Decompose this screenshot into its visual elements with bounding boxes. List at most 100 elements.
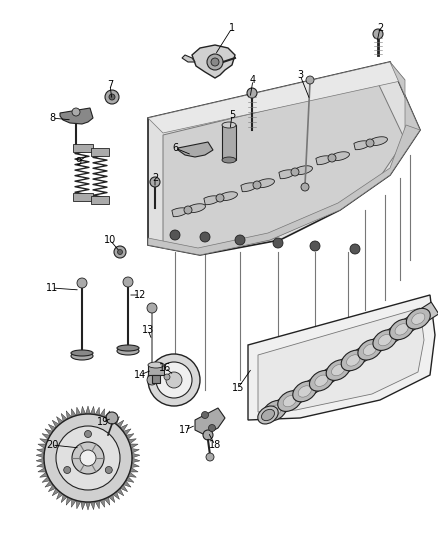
Polygon shape — [66, 411, 72, 419]
Ellipse shape — [261, 409, 275, 421]
Text: 15: 15 — [232, 383, 244, 393]
Polygon shape — [104, 497, 110, 505]
Ellipse shape — [412, 313, 425, 325]
Polygon shape — [95, 407, 100, 416]
Ellipse shape — [341, 350, 365, 371]
Polygon shape — [61, 495, 67, 503]
Circle shape — [148, 354, 200, 406]
Circle shape — [170, 230, 180, 240]
Text: 16: 16 — [159, 363, 171, 373]
Polygon shape — [81, 406, 85, 415]
Polygon shape — [258, 179, 275, 188]
Polygon shape — [241, 183, 257, 192]
Polygon shape — [117, 488, 124, 496]
Polygon shape — [95, 500, 100, 509]
Ellipse shape — [278, 391, 302, 411]
Circle shape — [216, 194, 224, 202]
Polygon shape — [371, 137, 388, 146]
Polygon shape — [258, 308, 424, 412]
Polygon shape — [48, 484, 56, 491]
Circle shape — [106, 412, 118, 424]
Circle shape — [328, 154, 336, 162]
Polygon shape — [76, 500, 81, 509]
Circle shape — [373, 29, 383, 39]
Ellipse shape — [363, 344, 376, 356]
Circle shape — [200, 232, 210, 242]
Circle shape — [206, 453, 214, 461]
Polygon shape — [104, 411, 110, 419]
Circle shape — [306, 76, 314, 84]
Polygon shape — [117, 420, 124, 428]
Text: 11: 11 — [46, 283, 58, 293]
Polygon shape — [38, 444, 46, 449]
Bar — [148, 365, 164, 375]
Polygon shape — [204, 196, 220, 205]
Text: 6: 6 — [172, 143, 178, 153]
Polygon shape — [264, 302, 438, 421]
Polygon shape — [390, 62, 420, 140]
Polygon shape — [85, 502, 90, 510]
Text: 10: 10 — [104, 235, 116, 245]
Polygon shape — [71, 409, 76, 417]
Polygon shape — [60, 108, 93, 124]
Text: 14: 14 — [134, 370, 146, 380]
Text: 17: 17 — [179, 425, 191, 435]
Polygon shape — [113, 491, 120, 499]
Polygon shape — [42, 477, 50, 482]
Ellipse shape — [332, 365, 345, 376]
Ellipse shape — [283, 395, 296, 407]
Text: 2: 2 — [152, 173, 158, 183]
Ellipse shape — [395, 324, 408, 335]
Circle shape — [203, 430, 213, 440]
Ellipse shape — [268, 405, 281, 416]
Circle shape — [64, 466, 71, 473]
Circle shape — [208, 424, 215, 432]
Ellipse shape — [310, 370, 333, 391]
Polygon shape — [100, 409, 105, 417]
Polygon shape — [109, 414, 115, 422]
Polygon shape — [189, 204, 205, 213]
Text: 1: 1 — [229, 23, 235, 33]
Circle shape — [150, 177, 160, 187]
Circle shape — [80, 450, 96, 466]
Polygon shape — [109, 495, 115, 503]
Circle shape — [207, 54, 223, 70]
Circle shape — [247, 88, 257, 98]
Polygon shape — [131, 449, 139, 453]
Circle shape — [114, 246, 126, 258]
Polygon shape — [192, 45, 235, 78]
Polygon shape — [52, 488, 60, 496]
Circle shape — [117, 249, 123, 254]
Ellipse shape — [222, 122, 236, 128]
Ellipse shape — [315, 375, 328, 386]
Polygon shape — [120, 484, 127, 491]
Polygon shape — [297, 166, 312, 175]
Polygon shape — [36, 453, 44, 458]
Text: 18: 18 — [209, 440, 221, 450]
Circle shape — [147, 303, 157, 313]
Circle shape — [164, 374, 170, 380]
Polygon shape — [81, 502, 85, 510]
Polygon shape — [163, 83, 405, 252]
Text: 4: 4 — [250, 75, 256, 85]
Text: 5: 5 — [229, 110, 235, 120]
Polygon shape — [37, 449, 45, 453]
Polygon shape — [66, 497, 72, 505]
Polygon shape — [42, 434, 50, 440]
Text: 2: 2 — [377, 23, 383, 33]
Bar — [91, 148, 109, 156]
Ellipse shape — [298, 386, 311, 397]
Polygon shape — [37, 463, 45, 467]
Ellipse shape — [71, 350, 93, 356]
Polygon shape — [40, 472, 48, 477]
Circle shape — [72, 108, 80, 116]
Polygon shape — [354, 141, 370, 150]
Circle shape — [56, 426, 120, 490]
Ellipse shape — [222, 157, 236, 163]
Polygon shape — [130, 467, 138, 472]
Polygon shape — [71, 499, 76, 507]
Ellipse shape — [390, 319, 413, 340]
Polygon shape — [333, 152, 350, 160]
Text: 20: 20 — [46, 440, 58, 450]
Text: 9: 9 — [75, 157, 81, 167]
